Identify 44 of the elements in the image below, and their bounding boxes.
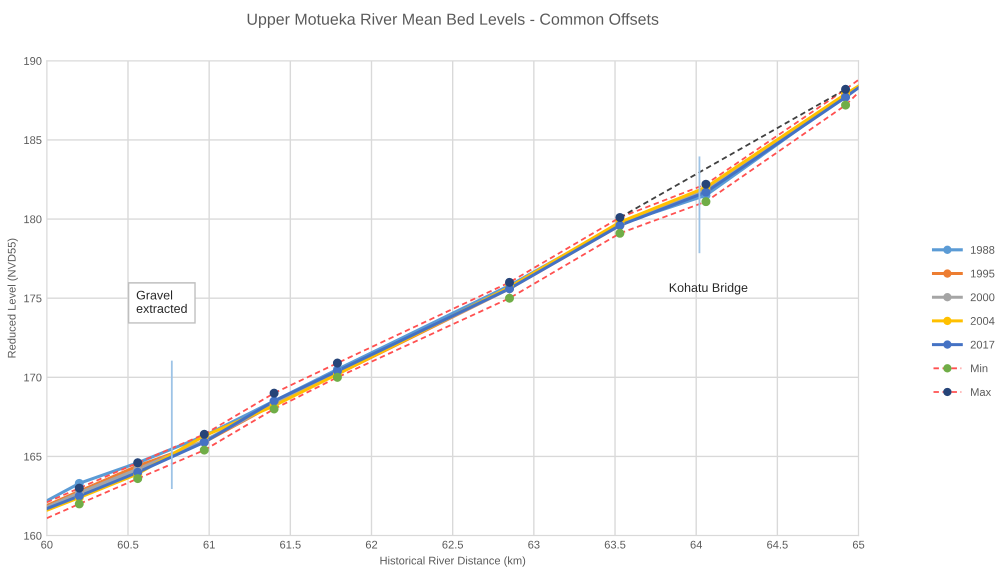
x-tick-label: 60 <box>41 540 53 549</box>
legend-label: Max <box>971 388 992 396</box>
point <box>270 388 279 398</box>
legend-label: Min <box>971 364 988 372</box>
y-tick-label: 160 <box>24 532 42 540</box>
x-tick-label: 62 <box>366 540 378 549</box>
point <box>701 180 710 189</box>
annotation: Kohatu Bridge <box>670 282 748 295</box>
point <box>133 474 142 484</box>
point <box>701 197 710 206</box>
x-tick-label: 61.5 <box>280 540 301 549</box>
x-tick-label: 64.5 <box>767 540 788 549</box>
point <box>332 372 342 382</box>
point <box>200 446 209 455</box>
x-tick-label: 63 <box>528 540 540 549</box>
x-tick-label: 64 <box>690 540 702 549</box>
y-tick-label: 165 <box>24 452 42 461</box>
x-tick-label: 60.5 <box>118 540 138 549</box>
annotation: Gravel extracted <box>136 290 187 314</box>
x-tick-label: 63.5 <box>604 540 626 549</box>
y-tick-label: 190 <box>24 57 42 65</box>
legend-label: 1995 <box>971 270 994 278</box>
x-axis-title: Historical River Distance (km) <box>380 556 526 567</box>
point <box>74 499 84 508</box>
y-tick-label: 170 <box>24 374 42 382</box>
legend-label: 2000 <box>970 293 994 302</box>
chart-title: Upper Motueka River Mean Bed Levels - Common Offsets <box>248 13 658 28</box>
y-axis-title: Reduced Level (NVD55) <box>8 238 18 358</box>
point <box>332 358 342 368</box>
point <box>841 100 850 110</box>
x-tick-label: 65 <box>852 540 864 549</box>
legend-label: 1988 <box>971 246 994 254</box>
y-tick-label: 185 <box>24 136 42 144</box>
y-tick-label: 180 <box>24 215 42 224</box>
point <box>615 228 624 238</box>
point <box>74 484 84 493</box>
point <box>504 278 514 287</box>
x-tick-label: 62.5 <box>442 540 464 549</box>
point <box>270 404 279 414</box>
y-tick-label: 175 <box>24 294 42 302</box>
legend-label: 2004 <box>970 317 995 325</box>
point <box>504 294 514 303</box>
legend-label: 2017 <box>970 340 994 349</box>
x-tick-label: 61 <box>204 540 215 549</box>
